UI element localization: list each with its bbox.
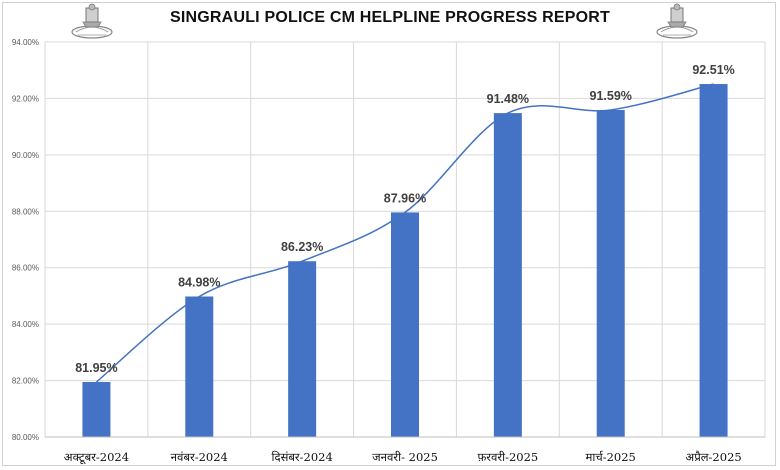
data-label: 84.98% <box>178 275 220 289</box>
y-tick-label: 80.00% <box>12 433 39 442</box>
data-label: 86.23% <box>281 240 323 254</box>
x-tick-label: दिसंबर-2024 <box>272 450 333 464</box>
bar <box>185 296 214 437</box>
x-tick-label: फ़रवरी-2025 <box>477 450 538 464</box>
police-emblem-icon <box>656 3 698 39</box>
data-label: 81.95% <box>75 361 117 375</box>
y-tick-label: 88.00% <box>12 207 39 216</box>
bar <box>288 261 317 437</box>
trend-line <box>95 83 714 383</box>
bar <box>699 84 728 438</box>
data-label: 87.96% <box>384 191 426 205</box>
data-label: 92.51% <box>692 63 734 77</box>
y-tick-label: 86.00% <box>12 264 39 273</box>
x-tick-label: अक्टूबर-2024 <box>64 450 129 465</box>
y-tick-label: 82.00% <box>12 377 39 386</box>
x-tick-label: मार्च-2025 <box>586 450 636 464</box>
y-tick-label: 84.00% <box>12 320 39 329</box>
bar <box>493 113 522 437</box>
x-tick-label: अप्रैल-2025 <box>685 450 741 464</box>
chart-frame <box>2 2 776 466</box>
data-label: 91.59% <box>590 89 632 103</box>
y-tick-label: 94.00% <box>12 38 39 47</box>
bar <box>82 381 111 437</box>
bar <box>391 212 419 437</box>
chart-title: SINGRAULI POLICE CM HELPLINE PROGRESS RE… <box>170 9 610 26</box>
data-label: 91.48% <box>487 92 529 106</box>
x-tick-label: नवंबर-2024 <box>171 450 228 464</box>
y-tick-label: 92.00% <box>12 94 39 103</box>
y-tick-label: 90.00% <box>12 151 39 160</box>
police-emblem-icon <box>71 3 113 39</box>
bar <box>596 109 625 437</box>
x-tick-label: जनवरी- 2025 <box>372 450 438 464</box>
